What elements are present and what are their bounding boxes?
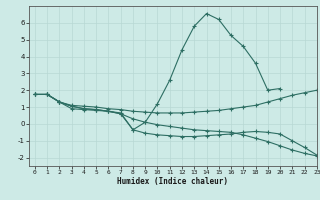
X-axis label: Humidex (Indice chaleur): Humidex (Indice chaleur) <box>117 177 228 186</box>
